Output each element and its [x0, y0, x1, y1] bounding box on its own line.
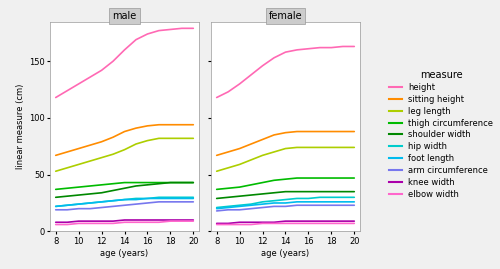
Title: male: male — [112, 11, 136, 21]
Y-axis label: linear measure (cm): linear measure (cm) — [16, 84, 24, 169]
X-axis label: age (years): age (years) — [100, 249, 148, 258]
Legend: height, sitting height, leg length, thigh circumference, shoulder width, hip wid: height, sitting height, leg length, thig… — [386, 68, 496, 201]
X-axis label: age (years): age (years) — [262, 249, 310, 258]
Title: female: female — [268, 11, 302, 21]
